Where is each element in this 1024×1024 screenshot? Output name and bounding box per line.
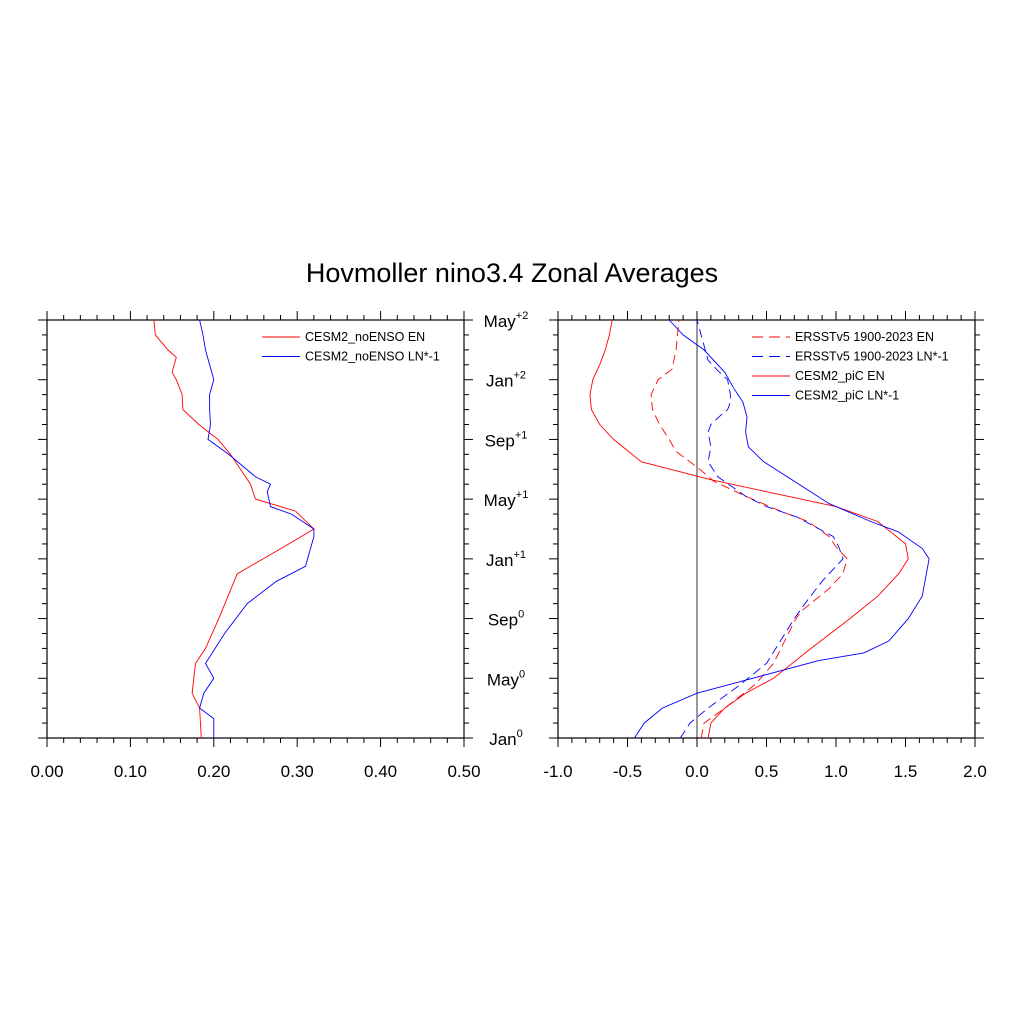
legend-label: CESM2_noENSO EN: [305, 330, 425, 344]
x-tick-label: 1.0: [824, 762, 848, 781]
series-line: [679, 319, 844, 739]
x-tick-label: 0.0: [685, 762, 709, 781]
legend-label: CESM2_piC LN*-1: [795, 389, 899, 403]
x-tick-label: 0.10: [114, 762, 147, 781]
plot-frame: [46, 319, 465, 739]
y-tick-label: May0: [487, 668, 525, 689]
x-tick-label: 0.20: [197, 762, 230, 781]
x-tick-label: 1.5: [894, 762, 918, 781]
y-tick-label: Sep+1: [485, 429, 528, 450]
y-tick-label: May+1: [484, 489, 529, 510]
x-tick-label: 0.00: [30, 762, 63, 781]
series-line: [634, 319, 930, 739]
y-tick-label: Sep0: [488, 609, 524, 630]
x-tick-label: -1.0: [543, 762, 572, 781]
y-tick-label: Jan+2: [486, 370, 526, 391]
x-tick-label: 0.50: [447, 762, 480, 781]
legend-label: CESM2_piC EN: [795, 369, 885, 383]
x-tick-label: 0.40: [364, 762, 397, 781]
legend-label: CESM2_noENSO LN*-1: [305, 350, 440, 364]
legend-label: ERSSTv5 1900-2023 EN: [795, 330, 934, 344]
legend-label: ERSSTv5 1900-2023 LN*-1: [795, 350, 949, 364]
chart-title: Hovmoller nino3.4 Zonal Averages: [305, 258, 719, 288]
y-tick-label: May+2: [484, 310, 529, 331]
y-tick-label: Jan+1: [486, 549, 526, 570]
x-tick-label: 0.30: [281, 762, 314, 781]
series-line: [153, 319, 315, 739]
x-tick-label: -0.5: [613, 762, 642, 781]
y-tick-label: Jan0: [489, 728, 523, 749]
x-tick-label: 0.5: [755, 762, 779, 781]
left-panel: 0.00 0.10 0.20 0.30 0.40 0.50 CESM2_noENSO EN C…: [30, 311, 481, 781]
series-line: [199, 319, 315, 738]
plot-frame: [557, 319, 976, 739]
right-panel: -1.0 -0.5 0.0 0.5 1.0 1.5 2.0 Jan0 May0 Sep0 Jan+1…: [484, 310, 987, 781]
x-tick-label: 2.0: [963, 762, 987, 781]
